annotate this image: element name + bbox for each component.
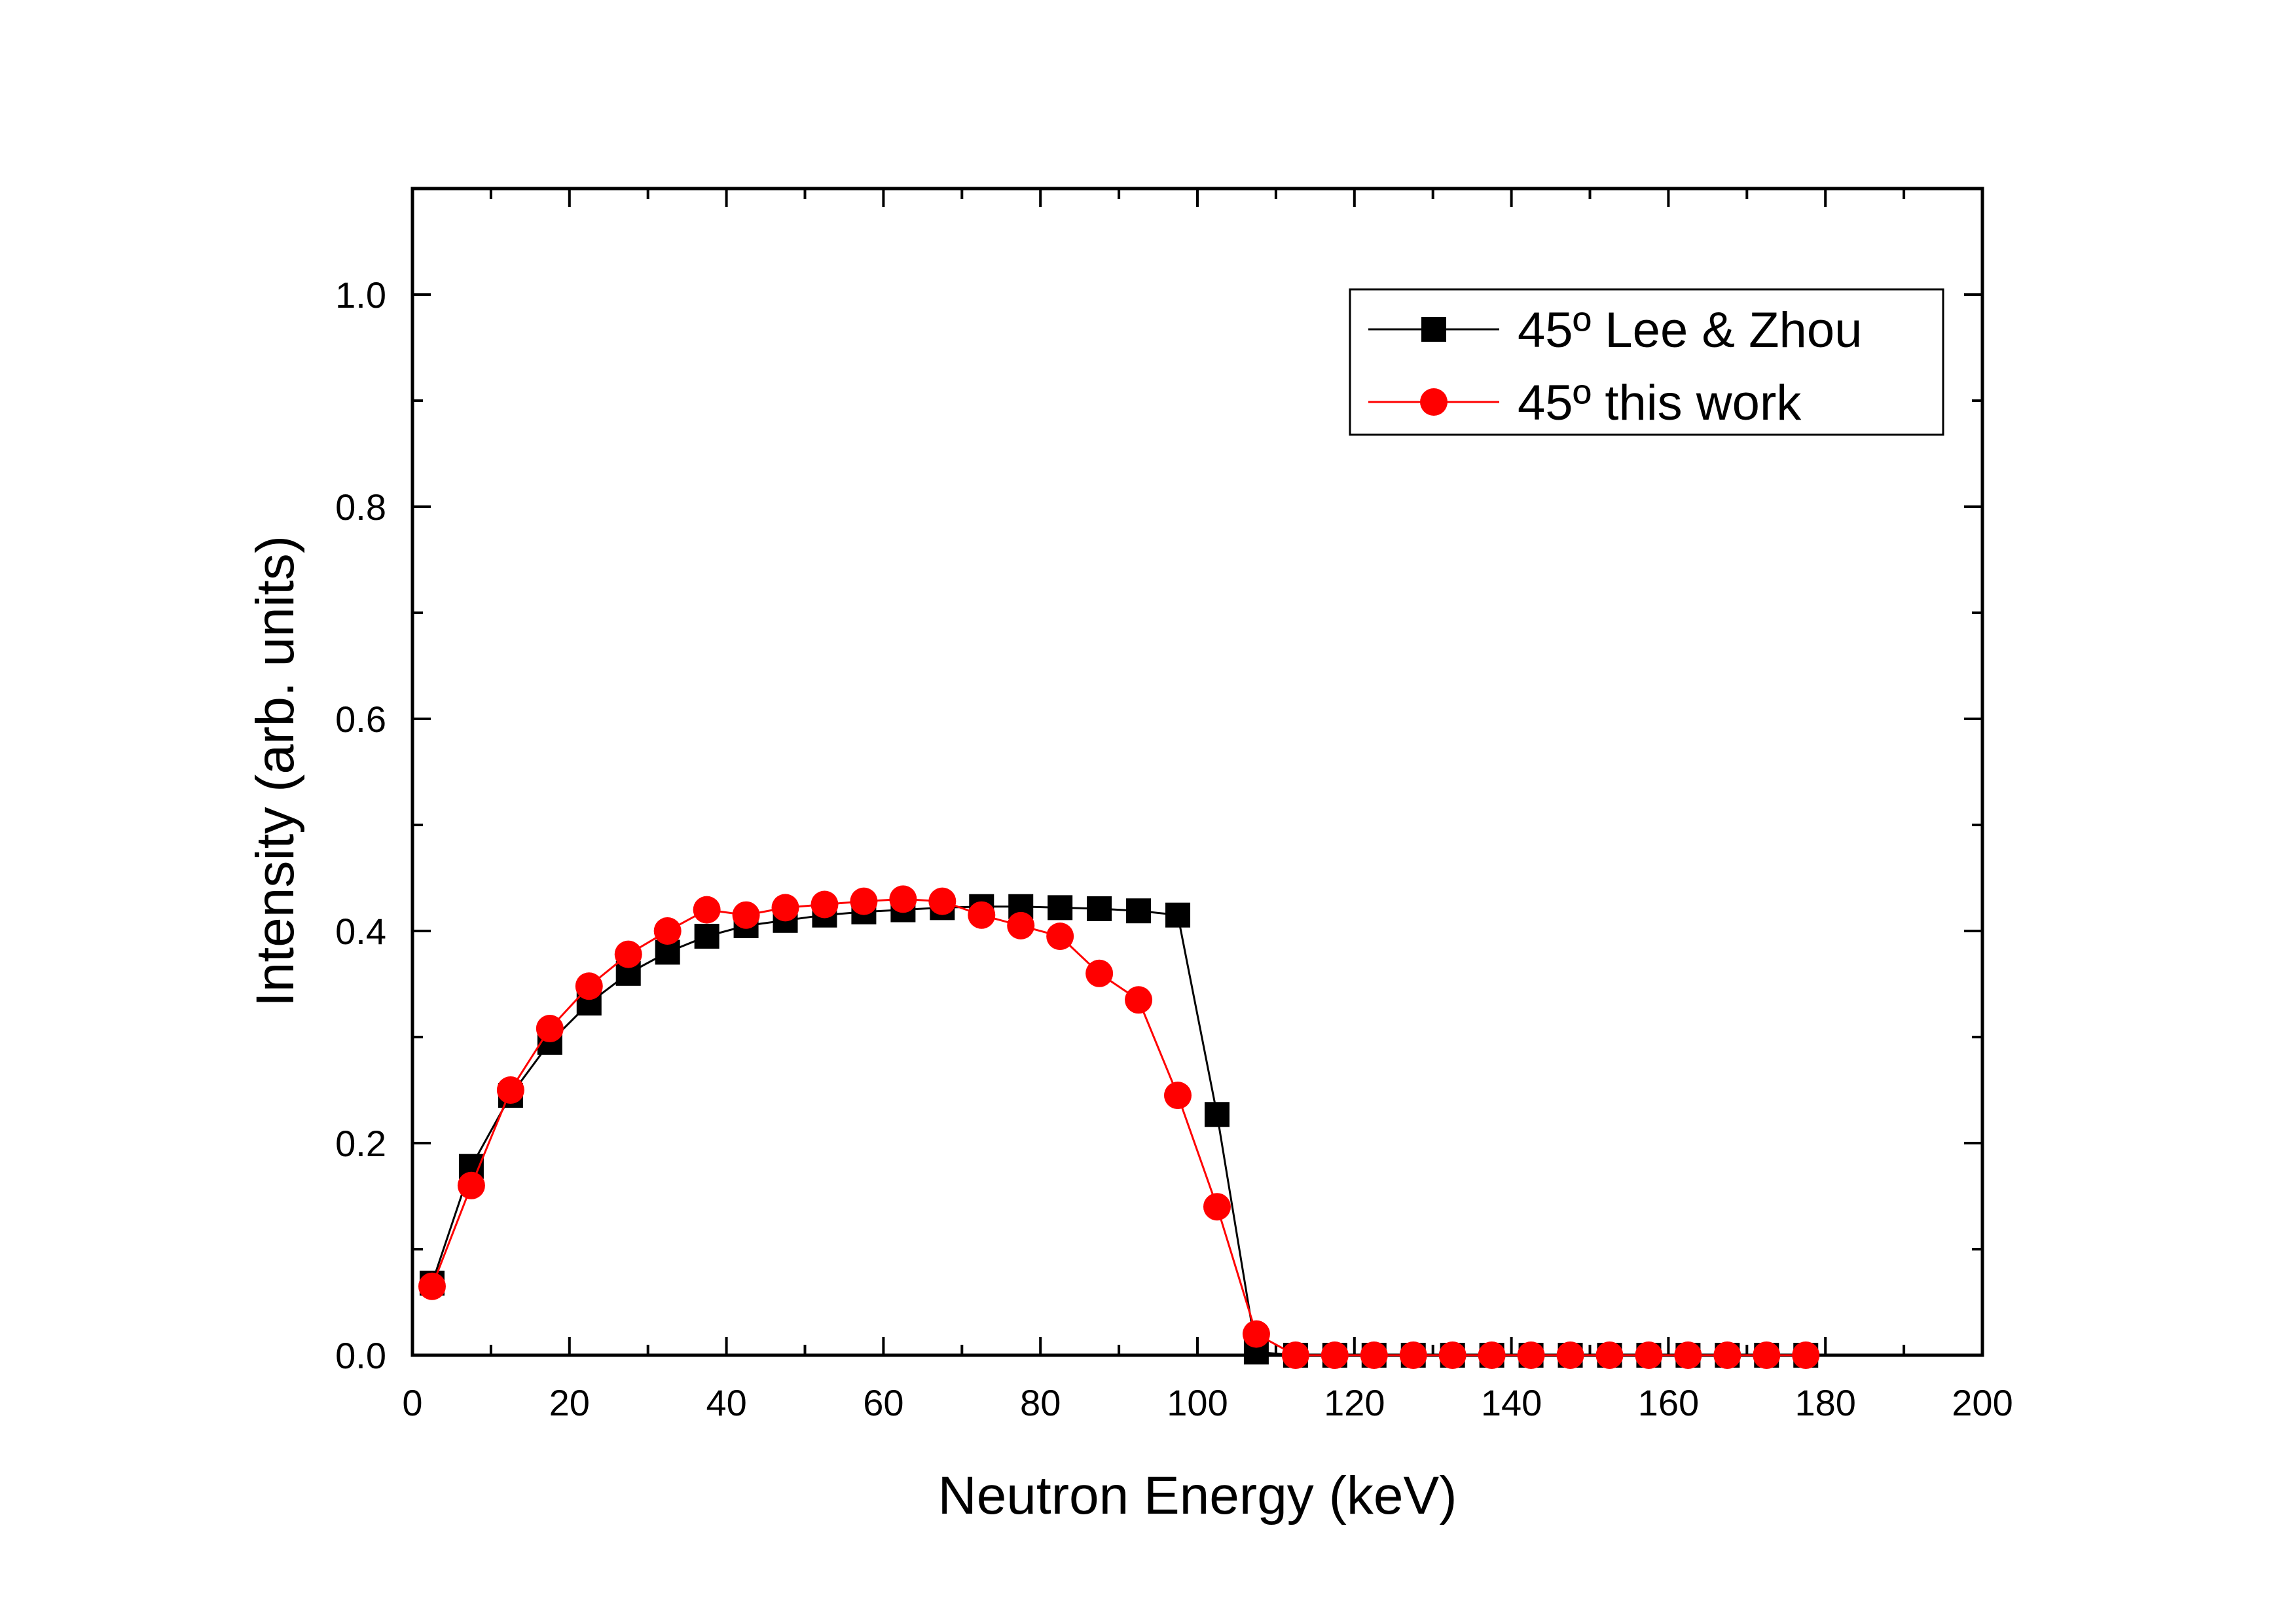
data-point <box>1713 1341 1741 1369</box>
y-tick-label: 0.0 <box>335 1335 386 1376</box>
legend-marker-lee-zhou <box>1421 317 1446 342</box>
data-point <box>693 896 721 924</box>
data-point <box>1204 1102 1230 1127</box>
data-point <box>771 894 799 922</box>
data-point <box>1517 1341 1545 1369</box>
data-point <box>1792 1341 1820 1369</box>
data-point <box>694 924 720 949</box>
data-point <box>1203 1193 1231 1221</box>
data-point <box>850 887 878 915</box>
x-tick-label: 100 <box>1167 1382 1228 1423</box>
data-point <box>653 917 682 945</box>
y-tick-label: 1.0 <box>335 274 386 316</box>
series-1 <box>418 885 1820 1369</box>
data-point <box>1125 986 1153 1014</box>
data-point <box>811 890 839 919</box>
data-point <box>418 1272 446 1300</box>
data-point <box>1281 1341 1309 1369</box>
data-point <box>614 940 642 968</box>
data-point <box>1556 1341 1584 1369</box>
x-tick-label: 20 <box>549 1382 590 1423</box>
data-point <box>968 901 996 929</box>
data-point <box>1007 911 1035 939</box>
y-axis-title: Intensity (arb. units) <box>246 536 305 1007</box>
legend-marker-this-work <box>1420 388 1448 416</box>
data-point <box>1087 896 1112 921</box>
data-point <box>536 1015 564 1043</box>
x-tick-label: 180 <box>1795 1382 1855 1423</box>
x-tick-label: 60 <box>863 1382 903 1423</box>
data-point <box>928 887 957 915</box>
data-point <box>1242 1320 1270 1348</box>
data-point <box>1165 902 1191 928</box>
legend-box <box>1349 288 1944 436</box>
data-point <box>1164 1082 1192 1110</box>
data-point <box>1478 1341 1506 1369</box>
legend-label-this-work: 45º this work <box>1518 375 1802 431</box>
y-tick-label: 0.6 <box>335 699 386 740</box>
data-point <box>1048 895 1073 921</box>
data-point <box>1674 1341 1702 1369</box>
legend: 45º Lee & Zhou 45º this work <box>1349 288 1944 436</box>
x-tick-label: 80 <box>1020 1382 1061 1423</box>
axis-tick-labels: 0 20 40 60 80 100 120 140 160 180 200 0.0 0.2 0.4 0.6 0… <box>335 274 2013 1423</box>
data-point <box>1399 1341 1427 1369</box>
x-tick-label: 0 <box>402 1382 422 1423</box>
data-point <box>889 885 917 913</box>
data-point <box>457 1171 485 1199</box>
data-point <box>1126 898 1152 924</box>
data-point <box>1046 922 1074 951</box>
data-point <box>575 972 603 1000</box>
x-tick-label: 160 <box>1638 1382 1699 1423</box>
data-point <box>1635 1341 1663 1369</box>
data-point <box>1753 1341 1781 1369</box>
data-point <box>1438 1341 1467 1369</box>
x-tick-label: 140 <box>1481 1382 1542 1423</box>
legend-label-lee-zhou: 45º Lee & Zhou <box>1518 302 1862 358</box>
series-layer <box>418 885 1820 1369</box>
data-point <box>1360 1341 1388 1369</box>
data-point <box>1595 1341 1624 1369</box>
data-point <box>732 901 760 929</box>
x-tick-label: 120 <box>1324 1382 1385 1423</box>
x-tick-label: 200 <box>1952 1382 2013 1423</box>
x-axis-title: Neutron Energy (keV) <box>938 1466 1457 1525</box>
y-tick-label: 0.2 <box>335 1123 386 1164</box>
axis-ticks <box>411 187 1984 1357</box>
data-point <box>1321 1341 1349 1369</box>
data-point <box>496 1076 524 1104</box>
y-tick-label: 0.8 <box>335 486 386 528</box>
data-point <box>1085 959 1114 987</box>
y-tick-label: 0.4 <box>335 911 386 952</box>
x-tick-label: 40 <box>706 1382 746 1423</box>
